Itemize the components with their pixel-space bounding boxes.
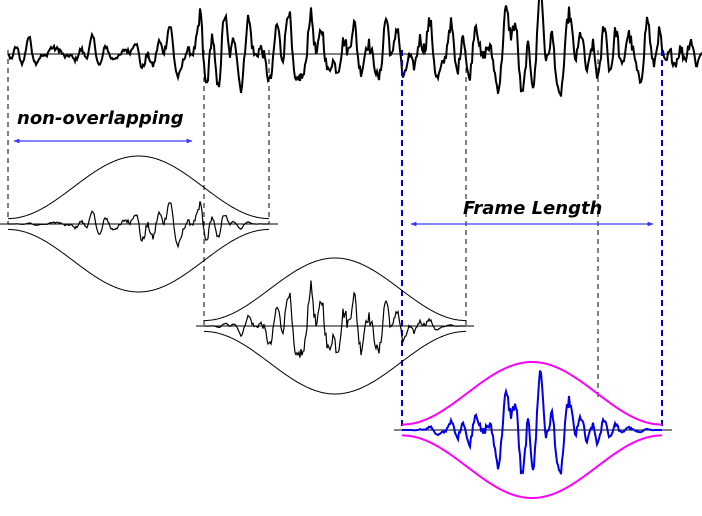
frame-3-window-envelope	[402, 361, 662, 499]
top-signal-waveform	[7, 0, 702, 97]
frame-3-windowed-signal	[402, 370, 662, 475]
non-overlapping-label: non-overlapping	[17, 108, 184, 129]
frame-boundaries	[7, 50, 663, 430]
frame-3	[394, 361, 672, 499]
frame-2	[196, 257, 474, 395]
frame-2-window-envelope	[204, 257, 466, 395]
frame-2-windowed-signal	[204, 280, 466, 358]
frame-1-window-envelope	[8, 155, 269, 293]
frame-length-label: Frame Length	[463, 198, 602, 219]
frame-1-windowed-signal	[8, 201, 269, 249]
frame-1	[0, 155, 278, 293]
